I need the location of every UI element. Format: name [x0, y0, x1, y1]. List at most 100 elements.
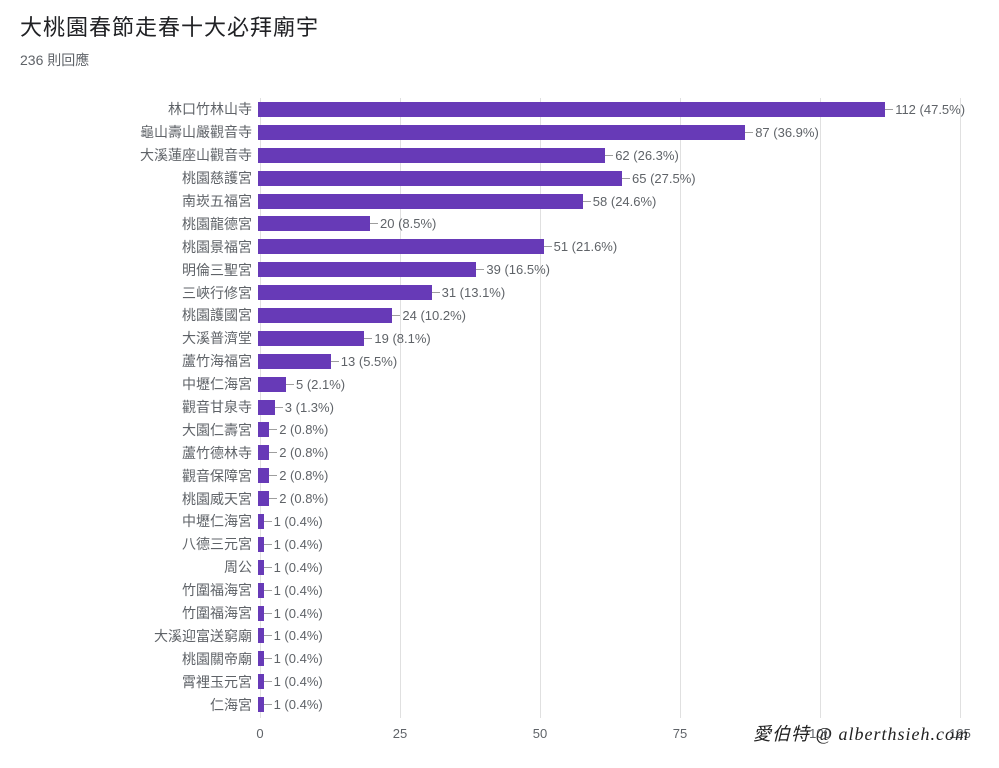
- bar-cell: 2 (0.8%): [258, 441, 958, 464]
- value-label: 1 (0.4%): [274, 628, 323, 643]
- value-leader-line: [264, 658, 272, 659]
- value-leader-line: [269, 452, 277, 453]
- chart-row: 明倫三聖宮39 (16.5%): [20, 258, 979, 281]
- category-label: 八德三元宮: [20, 534, 258, 554]
- value-leader-line: [264, 613, 272, 614]
- bar-cell: 112 (47.5%): [258, 98, 965, 121]
- value-label: 1 (0.4%): [274, 514, 323, 529]
- bar-cell: 1 (0.4%): [258, 647, 958, 670]
- value-label: 1 (0.4%): [274, 537, 323, 552]
- chart-row: 八德三元宮 1 (0.4%): [20, 533, 979, 556]
- x-axis-tick-label: 0: [256, 726, 263, 741]
- chart-row: 大園仁壽宮 2 (0.8%): [20, 418, 979, 441]
- value-label: 62 (26.3%): [615, 148, 679, 163]
- chart-header: 大桃園春節走春十大必拜廟宇 236 則回應: [0, 0, 999, 70]
- chart-row: 桃園景福宮 51 (21.6%): [20, 235, 979, 258]
- bar-cell: 1 (0.4%): [258, 670, 958, 693]
- bar-cell: 87 (36.9%): [258, 121, 958, 144]
- bar-cell: 5 (2.1%): [258, 373, 958, 396]
- chart-row: 竹圍福海宮1 (0.4%): [20, 602, 979, 625]
- bar: [258, 445, 269, 460]
- value-leader-line: [745, 132, 753, 133]
- bar: [258, 354, 331, 369]
- value-label: 2 (0.8%): [279, 422, 328, 437]
- bar-cell: 62 (26.3%): [258, 144, 958, 167]
- category-label: 大溪普濟堂: [20, 328, 258, 348]
- chart-row: 霄裡玉元宮1 (0.4%): [20, 670, 979, 693]
- category-label: 中壢仁海宮: [20, 511, 258, 531]
- bar: [258, 468, 269, 483]
- chart-row: 竹圍福海宮1 (0.4%): [20, 579, 979, 602]
- chart-row: 觀音甘泉寺 3 (1.3%): [20, 396, 979, 419]
- value-leader-line: [364, 338, 372, 339]
- value-leader-line: [622, 178, 630, 179]
- chart-row: 桃園護國宮 24 (10.2%): [20, 304, 979, 327]
- bar-cell: 1 (0.4%): [258, 556, 958, 579]
- category-label: 桃園威天宮: [20, 489, 258, 509]
- value-label: 58 (24.6%): [593, 194, 657, 209]
- bar-cell: 58 (24.6%): [258, 190, 958, 213]
- bar-cell: 31 (13.1%): [258, 281, 958, 304]
- value-label: 2 (0.8%): [279, 491, 328, 506]
- bar: [258, 171, 622, 186]
- category-label: 中壢仁海宮: [20, 374, 258, 394]
- chart-row: 中壢仁海宮 1 (0.4%): [20, 510, 979, 533]
- chart-row: 周公1 (0.4%): [20, 556, 979, 579]
- chart-row: 仁海宮1 (0.4%): [20, 693, 979, 716]
- category-label: 大園仁壽宮: [20, 420, 258, 440]
- bar-cell: 2 (0.8%): [258, 464, 958, 487]
- category-label: 觀音保障宮: [20, 466, 258, 486]
- value-leader-line: [476, 269, 484, 270]
- bar-cell: 19 (8.1%): [258, 327, 958, 350]
- value-leader-line: [269, 498, 277, 499]
- bar-cell: 1 (0.4%): [258, 510, 958, 533]
- bar: [258, 400, 275, 415]
- x-axis-tick-label: 25: [393, 726, 407, 741]
- chart-row: 大溪普濟堂19 (8.1%): [20, 327, 979, 350]
- value-leader-line: [370, 223, 378, 224]
- bar-cell: 51 (21.6%): [258, 235, 958, 258]
- chart-rows: 林口竹林山寺112 (47.5%)龜山壽山嚴觀音寺87 (36.9%)大溪蓮座山…: [20, 98, 979, 716]
- bar-cell: 3 (1.3%): [258, 396, 958, 419]
- bar: [258, 285, 432, 300]
- value-leader-line: [583, 201, 591, 202]
- bar: [258, 377, 286, 392]
- category-label: 南崁五福宮: [20, 191, 258, 211]
- value-leader-line: [264, 567, 272, 568]
- value-leader-line: [432, 292, 440, 293]
- category-label: 桃園龍德宮: [20, 214, 258, 234]
- bar: [258, 125, 745, 140]
- chart-row: 大溪迎富送窮廟1 (0.4%): [20, 624, 979, 647]
- value-label: 13 (5.5%): [341, 354, 397, 369]
- bar-cell: 24 (10.2%): [258, 304, 958, 327]
- value-leader-line: [544, 246, 552, 247]
- category-label: 竹圍福海宮: [20, 603, 258, 623]
- category-label: 觀音甘泉寺: [20, 397, 258, 417]
- bar-cell: 1 (0.4%): [258, 624, 958, 647]
- value-label: 1 (0.4%): [274, 674, 323, 689]
- value-label: 31 (13.1%): [442, 285, 506, 300]
- value-leader-line: [885, 109, 893, 110]
- value-label: 51 (21.6%): [554, 239, 618, 254]
- value-label: 1 (0.4%): [274, 583, 323, 598]
- value-label: 3 (1.3%): [285, 400, 334, 415]
- chart-row: 觀音保障宮 2 (0.8%): [20, 464, 979, 487]
- value-label: 1 (0.4%): [274, 651, 323, 666]
- chart-row: 林口竹林山寺112 (47.5%): [20, 98, 979, 121]
- value-leader-line: [331, 361, 339, 362]
- category-label: 桃園景福宮: [20, 237, 258, 257]
- chart-row: 大溪蓮座山觀音寺62 (26.3%): [20, 144, 979, 167]
- value-label: 24 (10.2%): [402, 308, 466, 323]
- value-leader-line: [605, 155, 613, 156]
- chart-subtitle: 236 則回應: [20, 50, 979, 70]
- value-leader-line: [392, 315, 400, 316]
- category-label: 桃園護國宮: [20, 305, 258, 325]
- value-label: 2 (0.8%): [279, 468, 328, 483]
- value-leader-line: [264, 521, 272, 522]
- value-leader-line: [269, 475, 277, 476]
- value-label: 20 (8.5%): [380, 216, 436, 231]
- chart-row: 中壢仁海宮5 (2.1%): [20, 373, 979, 396]
- bar-cell: 1 (0.4%): [258, 693, 958, 716]
- value-leader-line: [275, 407, 283, 408]
- bar-cell: 20 (8.5%): [258, 212, 958, 235]
